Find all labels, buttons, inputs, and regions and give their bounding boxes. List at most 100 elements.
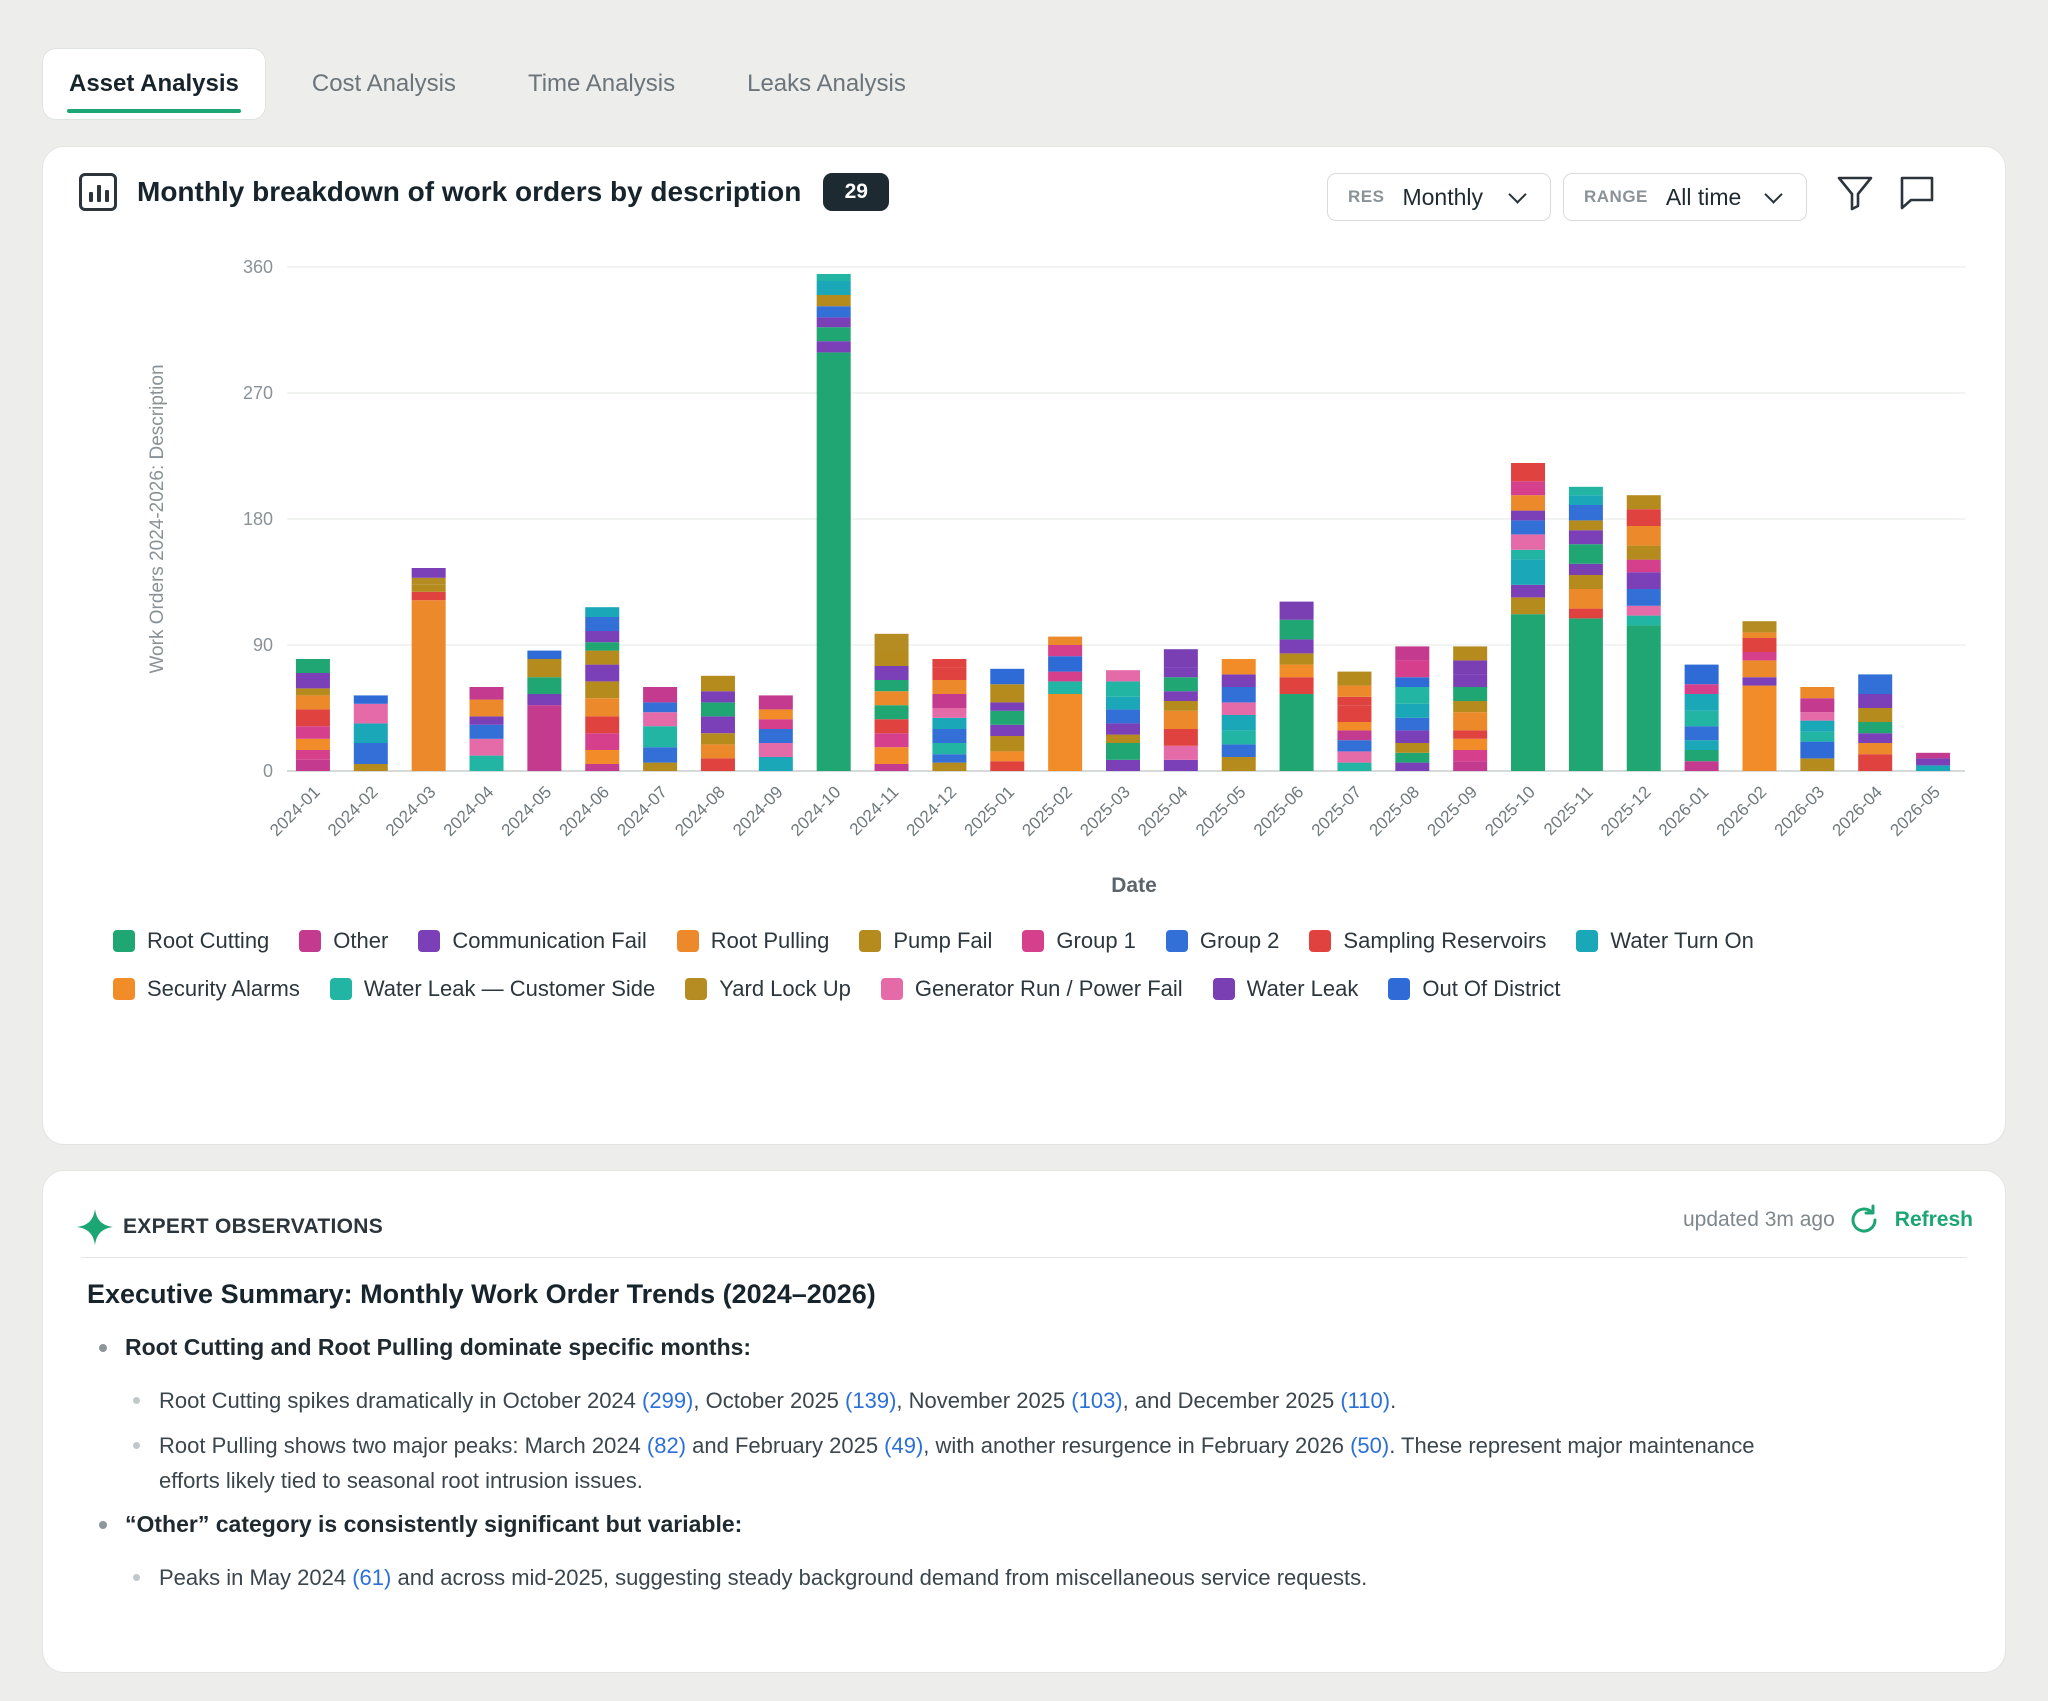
bar-segment [700, 744, 735, 759]
bar-segment [1568, 530, 1603, 545]
value-highlight: (110) [1340, 1388, 1391, 1413]
legend-swatch [1212, 978, 1235, 1000]
x-tick-label: 2025-04 [1134, 782, 1192, 840]
bar-segment [1568, 618, 1603, 771]
bar-segment [1684, 694, 1719, 711]
observation-item: Root Pulling shows two major peaks: Marc… [87, 1428, 1799, 1498]
legend-item[interactable]: Water Leak [1212, 976, 1358, 1002]
bar-segment [700, 758, 735, 771]
range-label: RANGE [1584, 187, 1648, 206]
legend-item[interactable]: Generator Run / Power Fail [880, 976, 1183, 1002]
bar-segment [1337, 705, 1372, 722]
legend-label: Other [333, 928, 389, 953]
tab-leaks-analysis[interactable]: Leaks Analysis [747, 70, 906, 97]
bar-segment [1453, 712, 1488, 731]
x-tick-label: 2024-06 [556, 782, 614, 840]
bar-segment [585, 716, 620, 734]
bar-segment [990, 761, 1025, 771]
bar-segment [1337, 762, 1372, 771]
x-tick-label: 2025-03 [1076, 782, 1134, 840]
bar-segment [643, 702, 678, 713]
bar-segment [469, 716, 504, 725]
bar-segment [1858, 733, 1893, 743]
y-axis-label: Work Orders 2024-2026: Description [147, 364, 168, 673]
bar-segment [1395, 687, 1430, 704]
legend-item[interactable]: Communication Fail [418, 928, 647, 954]
bar-segment [585, 617, 620, 631]
bar-segment [758, 757, 793, 771]
legend-label: Pump Fail [893, 928, 993, 953]
legend-swatch [1388, 978, 1411, 1000]
legend-item[interactable]: Out Of District [1388, 976, 1560, 1002]
bar-segment [1568, 608, 1603, 619]
bar-segment [874, 691, 909, 706]
bar-segment [1106, 709, 1140, 724]
bar-segment [411, 591, 446, 601]
bar-segment [1106, 723, 1140, 735]
legend-item[interactable]: Yard Lock Up [685, 976, 851, 1002]
y-tick-label: 360 [243, 257, 273, 277]
bar-segment [643, 726, 678, 748]
bar-segment [1279, 694, 1314, 771]
bar-segment [1626, 559, 1661, 573]
bar-segment [1568, 505, 1603, 521]
legend-item[interactable]: Sampling Reservoirs [1309, 928, 1546, 954]
bar-segment [1337, 696, 1372, 706]
bar-segment [585, 607, 620, 617]
refresh-icon[interactable] [1847, 1203, 1881, 1237]
refresh-button[interactable]: Refresh [1894, 1208, 1973, 1231]
legend-item[interactable]: Group 1 [1022, 928, 1136, 954]
comment-icon[interactable] [1897, 173, 1937, 213]
bar-segment [1626, 572, 1661, 589]
legend-item[interactable]: Other [299, 928, 388, 954]
bar-segment [758, 743, 793, 757]
bar-segment [1279, 653, 1314, 665]
bar-segment [1163, 729, 1198, 746]
bar-segment [932, 708, 967, 718]
bar-segment [1048, 671, 1083, 682]
x-tick-label: 2025-12 [1597, 782, 1655, 840]
bar-segment [816, 306, 851, 318]
bar-segment [932, 717, 967, 729]
bar-segment [874, 747, 909, 764]
range-select[interactable]: RANGE All time [1563, 173, 1807, 221]
bar-segment [585, 664, 620, 682]
bar-segment [1858, 722, 1893, 734]
tab-cost-analysis[interactable]: Cost Analysis [311, 70, 456, 97]
legend-item[interactable]: Root Pulling [676, 928, 829, 954]
legend-item[interactable]: Pump Fail [859, 928, 992, 954]
bar-segment [1279, 601, 1314, 620]
value-highlight: (49) [884, 1433, 924, 1458]
legend-item[interactable]: Water Leak — Customer Side [329, 976, 655, 1002]
legend-item[interactable]: Group 2 [1165, 928, 1279, 954]
bar-segment [1626, 625, 1661, 771]
bar-segment [816, 281, 851, 295]
bar-segment [1048, 656, 1083, 672]
tab-asset-analysis[interactable]: Asset Analysis [42, 48, 266, 120]
bar-segment [990, 684, 1025, 703]
bar-segment [990, 710, 1025, 725]
divider [81, 1257, 1967, 1258]
tab-bar: Asset Analysis Cost Analysis Time Analys… [42, 48, 952, 120]
legend-item[interactable]: Root Cutting [113, 928, 269, 954]
filter-icon[interactable] [1835, 173, 1875, 213]
chart-header: Monthly breakdown of work orders by desc… [79, 173, 890, 211]
legend-item[interactable]: Security Alarms [113, 976, 300, 1002]
updated-timestamp: updated 3m ago [1683, 1208, 1835, 1231]
resolution-select[interactable]: RES Monthly [1327, 173, 1551, 221]
tab-time-analysis[interactable]: Time Analysis [527, 70, 676, 97]
legend-item[interactable]: Water Turn On [1576, 928, 1754, 954]
value-highlight: (299) [642, 1388, 694, 1413]
bar-segment [1916, 758, 1951, 766]
bar-segment [643, 747, 678, 763]
legend-swatch [676, 930, 699, 952]
bar-segment [1568, 520, 1603, 531]
bar-segment [874, 705, 909, 720]
observations-card: EXPERT OBSERVATIONS updated 3m ago Refre… [42, 1170, 2006, 1673]
bar-segment [1163, 667, 1198, 678]
x-tick-label: 2024-07 [613, 782, 671, 840]
observation-text: Root Pulling shows two major peaks: Marc… [159, 1433, 647, 1458]
bar-segment [1511, 520, 1546, 535]
bar-segment [1742, 632, 1777, 638]
x-tick-label: 2025-07 [1308, 782, 1366, 840]
